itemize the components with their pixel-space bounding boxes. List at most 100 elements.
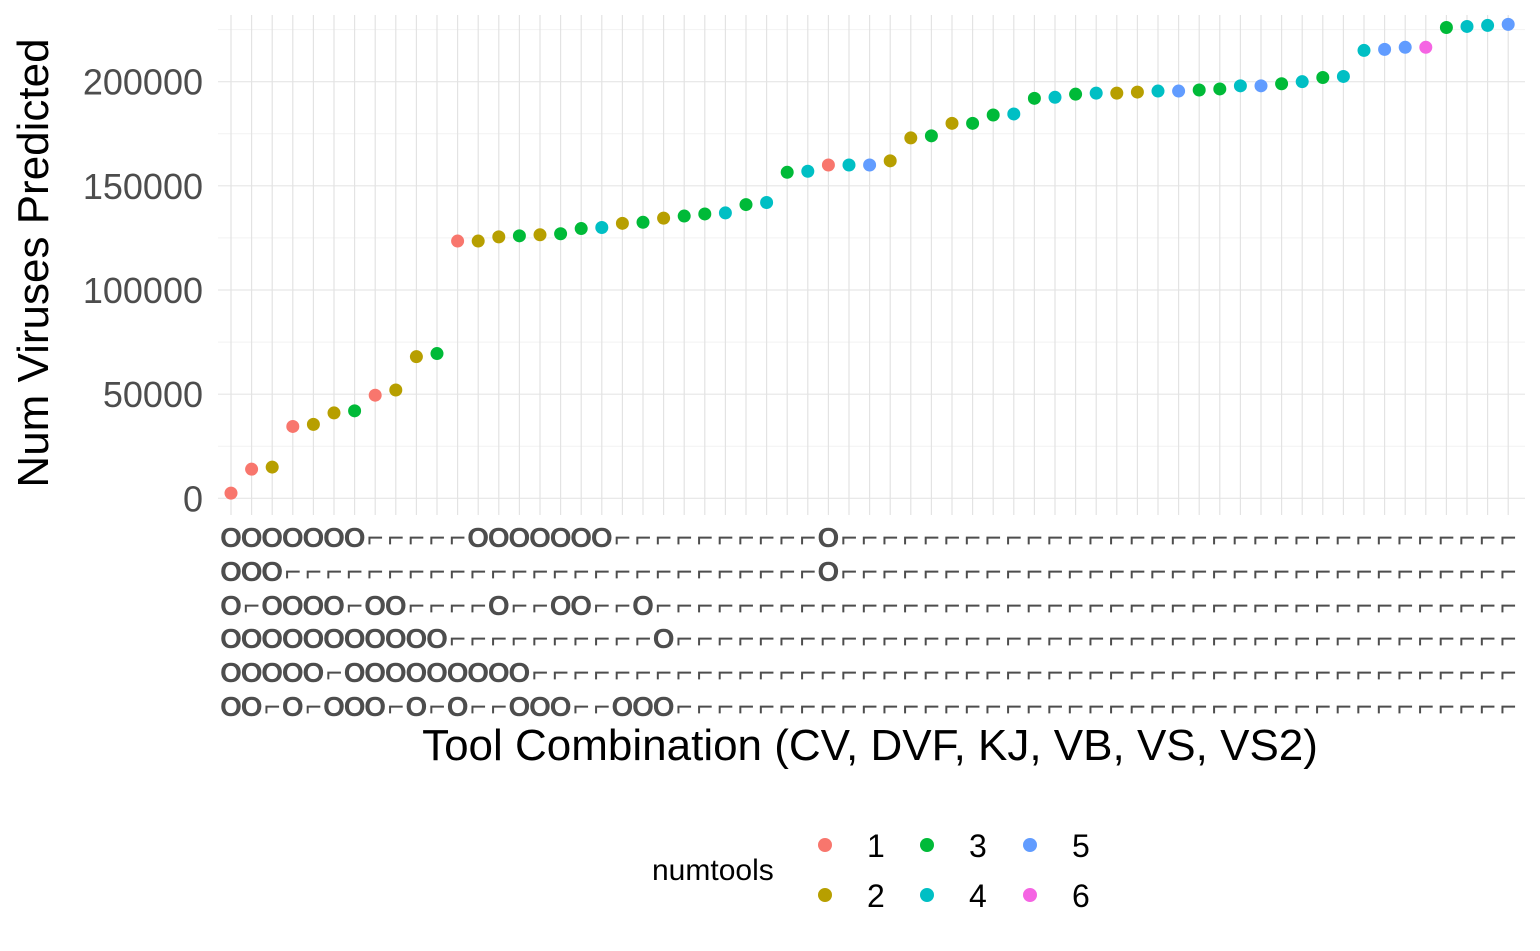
x-tick-label: O xyxy=(282,623,304,654)
x-tick-label: ⌐ xyxy=(1191,657,1207,688)
x-tick-label: O xyxy=(241,522,263,553)
x-tick-label: ⌐ xyxy=(1418,623,1434,654)
x-tick-label: ⌐ xyxy=(1047,691,1063,722)
x-tick-label: ⌐ xyxy=(388,522,404,553)
x-tick-label: ⌐ xyxy=(573,556,589,587)
x-tick-label: ⌐ xyxy=(779,657,795,688)
x-tick-label: ⌐ xyxy=(1026,623,1042,654)
data-point xyxy=(1501,17,1515,31)
data-point xyxy=(1378,42,1392,56)
x-tick-label: ⌐ xyxy=(1109,623,1125,654)
x-tick-label: ⌐ xyxy=(779,623,795,654)
x-tick-label: ⌐ xyxy=(1253,691,1269,722)
x-tick-label: ⌐ xyxy=(841,556,857,587)
x-tick-label: ⌐ xyxy=(264,691,280,722)
x-tick-label: ⌐ xyxy=(1253,657,1269,688)
x-tick-label: ⌐ xyxy=(449,590,465,621)
x-tick-label: ⌐ xyxy=(594,590,610,621)
legend: numtools 1 2 3 4 5 6 xyxy=(652,828,1090,914)
x-tick-label: ⌐ xyxy=(758,556,774,587)
x-tick-label: ⌐ xyxy=(779,691,795,722)
legend-key xyxy=(818,888,832,902)
x-tick-label: ⌐ xyxy=(923,623,939,654)
legend-key xyxy=(1023,838,1037,852)
x-tick-label: ⌐ xyxy=(800,623,816,654)
x-tick-label: ⌐ xyxy=(861,590,877,621)
x-tick-label: ⌐ xyxy=(1212,590,1228,621)
x-tick-label: ⌐ xyxy=(552,623,568,654)
x-tick-label: O xyxy=(220,522,242,553)
x-tick-label: ⌐ xyxy=(326,657,342,688)
x-tick-label: ⌐ xyxy=(1026,556,1042,587)
x-tick-label: O xyxy=(220,590,242,621)
x-tick-label: ⌐ xyxy=(1129,623,1145,654)
data-point xyxy=(801,164,815,178)
x-tick-label: O xyxy=(570,590,592,621)
x-tick-label: ⌐ xyxy=(1335,623,1351,654)
x-tick-label: ⌐ xyxy=(367,556,383,587)
x-tick-label: O xyxy=(344,522,366,553)
x-tick-label: ⌐ xyxy=(1315,623,1331,654)
x-tick-label: ⌐ xyxy=(1150,556,1166,587)
x-tick-label: O xyxy=(529,522,551,553)
x-tick-label: ⌐ xyxy=(800,556,816,587)
x-tick-label: ⌐ xyxy=(285,556,301,587)
x-tick-label: ⌐ xyxy=(1500,522,1516,553)
x-tick-label: ⌐ xyxy=(408,522,424,553)
x-tick-label: ⌐ xyxy=(614,590,630,621)
x-tick-label: ⌐ xyxy=(1294,522,1310,553)
x-tick-label: ⌐ xyxy=(820,691,836,722)
x-tick-label: ⌐ xyxy=(532,556,548,587)
data-point xyxy=(492,230,506,244)
x-tick-label: O xyxy=(241,556,263,587)
x-tick-label: ⌐ xyxy=(717,522,733,553)
x-tick-label: O xyxy=(385,590,407,621)
x-tick-label: ⌐ xyxy=(1459,623,1475,654)
data-point xyxy=(595,221,609,234)
x-tick-label: ⌐ xyxy=(985,590,1001,621)
x-tick-label: O xyxy=(303,522,325,553)
x-tick-label: ⌐ xyxy=(1006,590,1022,621)
x-tick-label: ⌐ xyxy=(1006,623,1022,654)
x-tick-label: O xyxy=(282,691,304,722)
x-tick-label: ⌐ xyxy=(1232,522,1248,553)
x-tick-label: ⌐ xyxy=(1232,556,1248,587)
x-tick-label: O xyxy=(364,657,386,688)
x-tick-label: ⌐ xyxy=(346,556,362,587)
x-tick-label: ⌐ xyxy=(861,556,877,587)
x-tick-label: O xyxy=(323,522,345,553)
x-tick-label: ⌐ xyxy=(758,522,774,553)
data-point xyxy=(1130,85,1144,99)
x-tick-label: ⌐ xyxy=(449,522,465,553)
x-tick-label: ⌐ xyxy=(573,623,589,654)
x-tick-label: ⌐ xyxy=(758,657,774,688)
grid-lines xyxy=(218,15,1525,515)
x-tick-label: ⌐ xyxy=(985,623,1001,654)
legend-key xyxy=(920,838,934,852)
x-tick-label: O xyxy=(220,623,242,654)
x-tick-label: ⌐ xyxy=(614,556,630,587)
x-tick-label: ⌐ xyxy=(1315,590,1331,621)
x-tick-label: O xyxy=(261,522,283,553)
x-tick-label: ⌐ xyxy=(1170,623,1186,654)
x-tick-label: ⌐ xyxy=(1335,691,1351,722)
data-point xyxy=(306,417,320,431)
x-tick-label: ⌐ xyxy=(1294,623,1310,654)
x-tick-label: ⌐ xyxy=(1397,691,1413,722)
x-tick-label: ⌐ xyxy=(1067,522,1083,553)
x-tick-label: ⌐ xyxy=(1376,522,1392,553)
x-tick-label: ⌐ xyxy=(1273,623,1289,654)
x-tick-label: ⌐ xyxy=(1438,522,1454,553)
x-tick-label: ⌐ xyxy=(1500,590,1516,621)
x-tick-label: ⌐ xyxy=(1212,522,1228,553)
data-point xyxy=(966,116,980,130)
x-tick-label: ⌐ xyxy=(903,691,919,722)
x-tick-label: O xyxy=(509,657,531,688)
x-tick-label: ⌐ xyxy=(594,623,610,654)
data-point xyxy=(739,198,753,212)
x-tick-label: ⌐ xyxy=(1150,623,1166,654)
x-tick-label: ⌐ xyxy=(861,623,877,654)
x-tick-label: ⌐ xyxy=(1109,657,1125,688)
data-point xyxy=(863,158,877,172)
